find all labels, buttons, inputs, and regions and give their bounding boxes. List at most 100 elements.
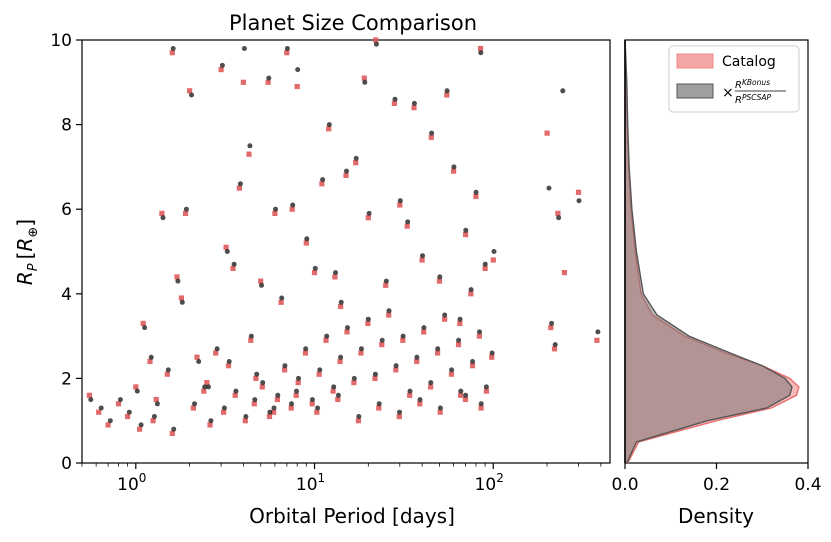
legend-frac-num-sup: KBonus — [742, 78, 770, 87]
corrected-point — [284, 46, 290, 51]
density-x-tick-label: 0.0 — [611, 475, 638, 495]
corrected-point — [405, 219, 411, 225]
catalog-point — [358, 350, 364, 356]
catalog-point — [137, 426, 143, 432]
corrected-point — [376, 401, 382, 407]
catalog-point — [230, 265, 236, 271]
corrected-point — [478, 50, 484, 56]
catalog-point — [288, 405, 294, 411]
catalog-point — [223, 244, 229, 250]
corrected-point — [458, 388, 464, 394]
corrected-point — [449, 367, 455, 373]
catalog-point — [376, 405, 382, 411]
catalog-point — [225, 363, 232, 369]
catalog-point — [575, 189, 582, 195]
catalog-point — [343, 172, 349, 178]
catalog-point — [295, 380, 301, 386]
catalog-point — [414, 358, 420, 365]
catalog-point — [323, 337, 329, 343]
corrected-point — [482, 261, 488, 267]
legend: Catalog × RKBonus RPSCSAP — [668, 45, 800, 113]
catalog-point — [213, 350, 219, 356]
catalog-point — [259, 384, 265, 390]
catalog-point — [417, 401, 423, 407]
y-tick-label: 4 — [61, 285, 72, 305]
catalog-point — [284, 50, 290, 56]
corrected-point — [243, 414, 249, 419]
corrected-point — [248, 333, 254, 339]
corrected-point — [437, 405, 443, 411]
corrected-point — [373, 41, 379, 47]
catalog-point — [442, 316, 448, 322]
x-tick-label: 101 — [296, 471, 325, 495]
catalog-point — [437, 409, 443, 415]
catalog-point — [457, 320, 463, 326]
corrected-point — [552, 342, 558, 348]
catalog-point — [278, 299, 284, 305]
catalog-point — [396, 413, 402, 420]
catalog-point — [458, 392, 464, 398]
catalog-point — [355, 418, 361, 424]
corrected-point — [411, 100, 417, 106]
corrected-point — [148, 354, 154, 360]
catalog-point — [544, 130, 550, 136]
corrected-point — [358, 346, 364, 352]
corrected-point — [317, 367, 323, 373]
corrected-point — [335, 392, 341, 398]
catalog-point — [478, 405, 484, 411]
catalog-point — [282, 367, 288, 373]
corrected-point — [444, 88, 450, 94]
catalog-point — [240, 79, 246, 85]
corrected-point — [88, 397, 94, 403]
catalog-point — [183, 210, 189, 216]
y-label-earth-symbol: ⊕ — [26, 227, 41, 238]
corrected-point — [456, 337, 462, 343]
corrected-point — [138, 422, 144, 428]
catalog-point — [338, 303, 344, 310]
catalog-point — [332, 274, 338, 280]
scatter-x-axis: 100 101 102 — [81, 463, 602, 495]
catalog-point — [428, 134, 434, 140]
legend-frac-den-base: R — [735, 95, 742, 106]
catalog-point — [407, 392, 413, 398]
corrected-point — [417, 397, 423, 403]
catalog-point — [294, 83, 300, 90]
corrected-point — [392, 96, 398, 102]
corrected-point — [345, 325, 350, 331]
catalog-point — [253, 375, 259, 381]
corrected-point — [179, 299, 185, 305]
catalog-point — [293, 392, 299, 398]
corrected-point — [237, 181, 243, 187]
catalog-point — [218, 67, 224, 73]
corrected-point — [463, 227, 469, 233]
corrected-point — [435, 346, 441, 352]
y-label-symbol: R — [13, 238, 37, 252]
corrected-point — [338, 354, 344, 360]
catalog-point — [365, 215, 371, 221]
corrected-point — [160, 215, 166, 221]
catalog-point — [169, 430, 175, 436]
y-tick-label: 0 — [61, 454, 72, 474]
x-tick-label: 102 — [475, 471, 504, 495]
density-corrected-area — [625, 40, 792, 463]
corrected-point — [320, 177, 326, 183]
corrected-point — [351, 375, 357, 381]
scatter-layer — [86, 37, 601, 436]
catalog-point — [448, 371, 455, 377]
corrected-point — [170, 46, 176, 51]
corrected-point — [134, 388, 140, 394]
corrected-point — [397, 409, 402, 415]
corrected-point — [468, 287, 474, 293]
catalog-point — [404, 223, 410, 229]
corrected-point — [421, 325, 427, 331]
catalog-point — [303, 240, 309, 246]
density-layer — [624, 39, 800, 464]
corrected-point — [429, 130, 435, 136]
corrected-point — [556, 215, 562, 221]
catalog-point — [326, 126, 332, 132]
catalog-point — [490, 257, 496, 263]
corrected-point — [560, 88, 566, 94]
legend-catalog-swatch — [676, 53, 714, 69]
